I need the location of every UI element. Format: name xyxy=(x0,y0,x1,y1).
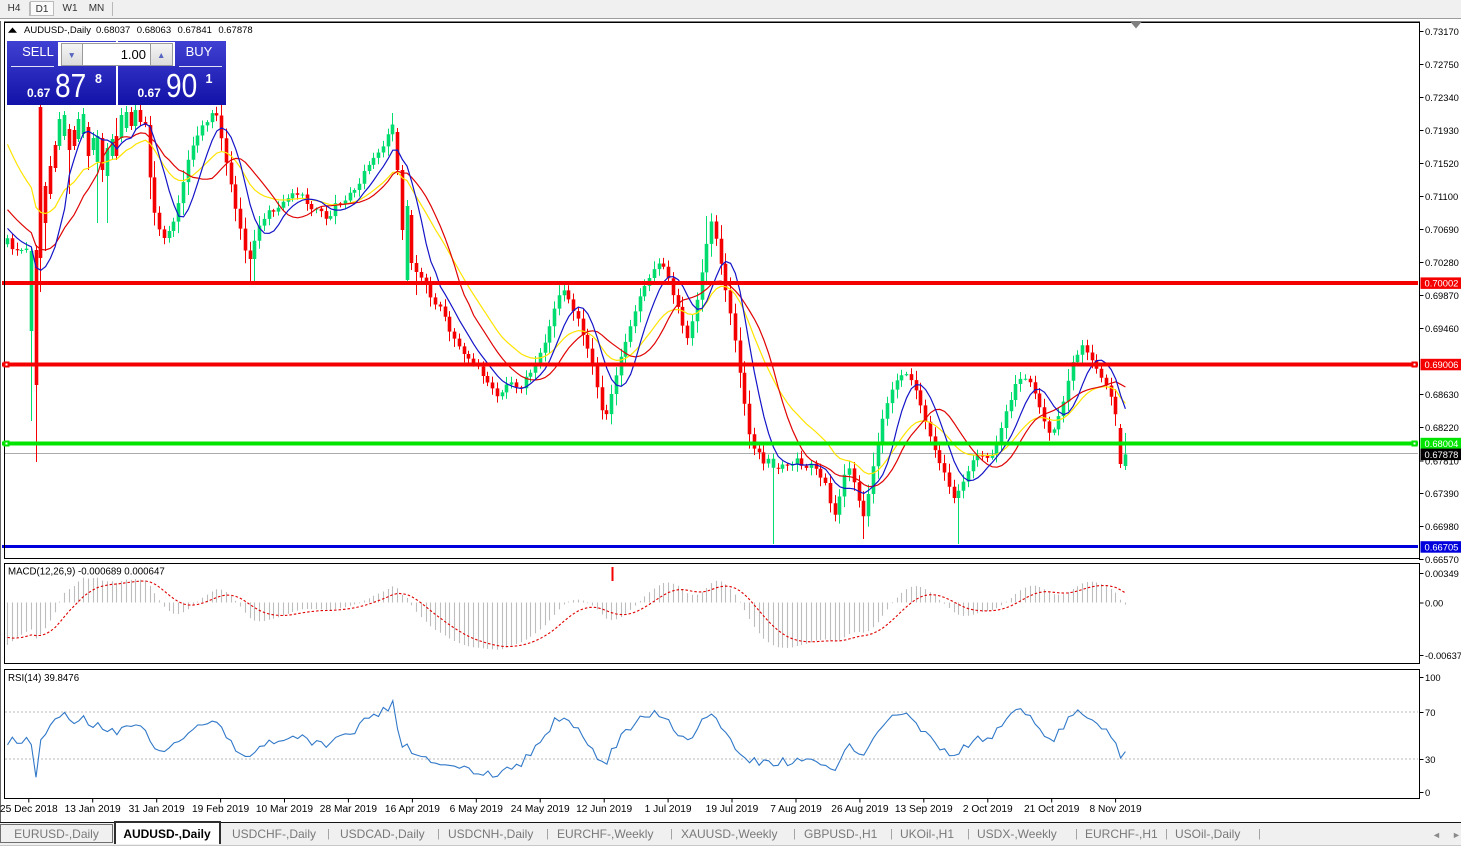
svg-text:24 May 2019: 24 May 2019 xyxy=(511,804,570,815)
svg-text:0.67390: 0.67390 xyxy=(1425,488,1459,499)
svg-text:AUDUSD-,Daily: AUDUSD-,Daily xyxy=(24,25,91,36)
svg-text:1 Jul 2019: 1 Jul 2019 xyxy=(645,804,692,815)
svg-text:0.68630: 0.68630 xyxy=(1425,389,1459,400)
svg-text:0.66705: 0.66705 xyxy=(1425,542,1459,553)
svg-text:0.00349: 0.00349 xyxy=(1425,568,1459,579)
svg-text:0.68004: 0.68004 xyxy=(1425,438,1459,449)
svg-text:12 Jun 2019: 12 Jun 2019 xyxy=(576,804,632,815)
svg-text:8 Nov 2019: 8 Nov 2019 xyxy=(1090,804,1142,815)
svg-text:19 Jul 2019: 19 Jul 2019 xyxy=(706,804,759,815)
svg-text:19 Feb 2019: 19 Feb 2019 xyxy=(192,804,250,815)
svg-text:0.72340: 0.72340 xyxy=(1425,92,1459,103)
svg-text:0.67878: 0.67878 xyxy=(1425,449,1459,460)
svg-text:0.70002: 0.70002 xyxy=(1425,278,1459,289)
svg-text:0.69006: 0.69006 xyxy=(1425,359,1459,370)
svg-text:21 Oct 2019: 21 Oct 2019 xyxy=(1024,804,1080,815)
svg-text:25 Dec 2018: 25 Dec 2018 xyxy=(0,804,58,815)
svg-text:0.73170: 0.73170 xyxy=(1425,26,1459,37)
svg-text:26 Aug 2019: 26 Aug 2019 xyxy=(831,804,889,815)
svg-text:0.70280: 0.70280 xyxy=(1425,257,1459,268)
svg-text:RSI(14) 39.8476: RSI(14) 39.8476 xyxy=(8,673,79,684)
svg-text:0.66980: 0.66980 xyxy=(1425,521,1459,532)
svg-text:0.72750: 0.72750 xyxy=(1425,59,1459,70)
svg-text:0.71100: 0.71100 xyxy=(1425,191,1458,202)
svg-text:0.69870: 0.69870 xyxy=(1425,290,1459,301)
svg-text:70: 70 xyxy=(1425,707,1435,718)
svg-text:16 Apr 2019: 16 Apr 2019 xyxy=(385,804,440,815)
svg-text:100: 100 xyxy=(1425,672,1441,683)
svg-text:0.71520: 0.71520 xyxy=(1425,158,1459,169)
svg-text:13 Jan 2019: 13 Jan 2019 xyxy=(65,804,121,815)
svg-text:MACD(12,26,9) -0.000689 0.0006: MACD(12,26,9) -0.000689 0.000647 xyxy=(8,567,165,578)
svg-text:0.66570: 0.66570 xyxy=(1425,554,1459,565)
svg-text:6 May 2019: 6 May 2019 xyxy=(450,804,504,815)
svg-text:0.69460: 0.69460 xyxy=(1425,323,1459,334)
svg-text:2 Oct 2019: 2 Oct 2019 xyxy=(963,804,1013,815)
svg-text:31 Jan 2019: 31 Jan 2019 xyxy=(129,804,185,815)
svg-text:0.71930: 0.71930 xyxy=(1425,125,1459,136)
svg-text:7 Aug 2019: 7 Aug 2019 xyxy=(770,804,822,815)
svg-text:0.70690: 0.70690 xyxy=(1425,224,1459,235)
svg-text:-0.00637: -0.00637 xyxy=(1425,650,1461,661)
svg-text:0: 0 xyxy=(1425,787,1430,798)
svg-text:0.68220: 0.68220 xyxy=(1425,422,1459,433)
svg-text:13 Sep 2019: 13 Sep 2019 xyxy=(895,804,953,815)
svg-text:10 Mar 2019: 10 Mar 2019 xyxy=(256,804,314,815)
svg-text:0.00: 0.00 xyxy=(1425,598,1443,609)
svg-text:30: 30 xyxy=(1425,754,1435,765)
svg-text:28 Mar 2019: 28 Mar 2019 xyxy=(320,804,378,815)
svg-text:0.68037 0.68063 0.67841 0.6787: 0.68037 0.68063 0.67841 0.67878 xyxy=(96,25,253,36)
